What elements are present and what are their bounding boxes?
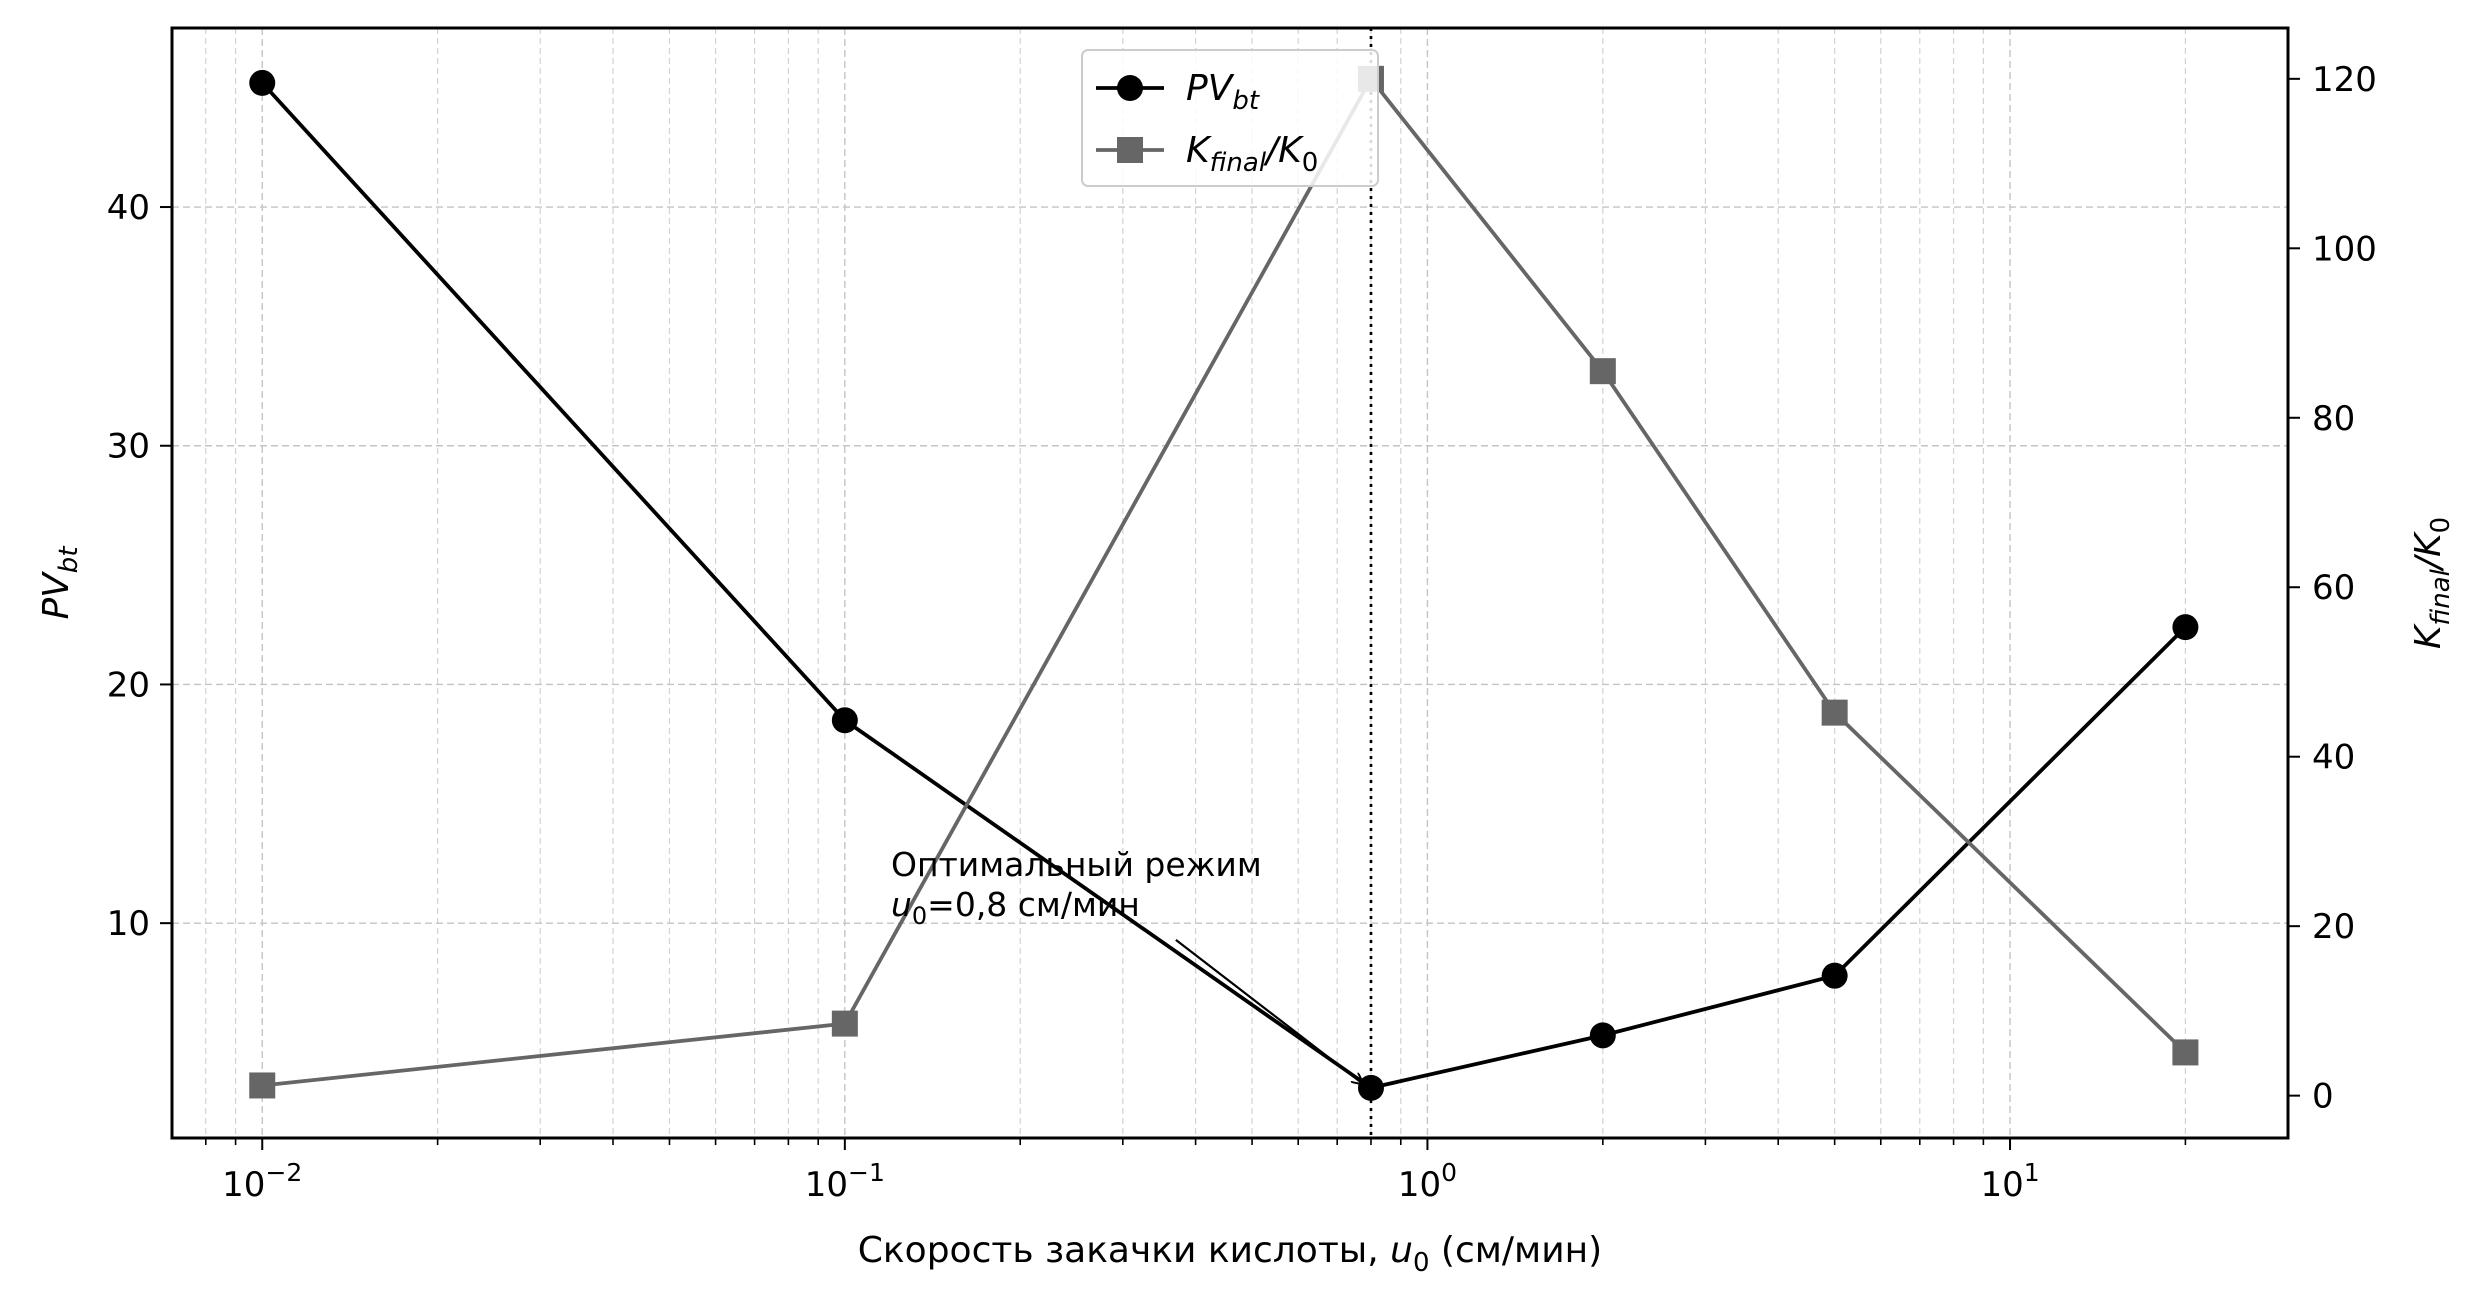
y-right-tick-label: 60 bbox=[2312, 568, 2355, 608]
x-tick-label: 100 bbox=[1398, 1158, 1457, 1205]
series-1-point bbox=[831, 707, 858, 734]
grid-major bbox=[172, 28, 2288, 1138]
y-left-tick-label: 20 bbox=[107, 665, 150, 705]
y-left-tick-label: 40 bbox=[107, 188, 150, 228]
annotation-arrow bbox=[1175, 938, 1363, 1084]
plot-frame bbox=[170, 26, 2290, 1140]
legend-2-label: Kfinal/K0 bbox=[1186, 130, 1318, 178]
legend-2-marker bbox=[1117, 137, 1143, 163]
x-tick-label: 10−1 bbox=[805, 1158, 885, 1205]
series-2-point bbox=[2172, 1039, 2199, 1066]
ticks-layer: 10−2 10−1 100 101 10 20 30 40 0 20 40 60 80 100 120 bbox=[107, 60, 2377, 1205]
y-left-tick-label: 10 bbox=[107, 904, 150, 944]
y-right-tick-label: 40 bbox=[2312, 738, 2355, 778]
grid-minor bbox=[205, 28, 2187, 1138]
series-2-point bbox=[1589, 358, 1616, 385]
y-right-tick-label: 0 bbox=[2312, 1077, 2334, 1117]
series-2-point bbox=[249, 1072, 276, 1099]
x-tick-label: 10−2 bbox=[222, 1158, 302, 1205]
series-1-line bbox=[260, 81, 2187, 1090]
y-right-tick-label: 80 bbox=[2312, 399, 2355, 439]
legend-box bbox=[1081, 49, 1379, 187]
y-right-tick-label: 120 bbox=[2312, 60, 2377, 100]
annotation-line-2: u0=0,8 см/мин bbox=[891, 885, 1140, 930]
y-right-axis-title: Kfinal/K0 bbox=[2408, 517, 2456, 649]
x-axis-title: Скорость закачки кислоты, u0 (см/мин) bbox=[858, 1230, 1602, 1278]
y-right-tick-label: 100 bbox=[2312, 229, 2377, 269]
annotation-line-1: Оптимальный режим bbox=[891, 845, 1262, 884]
series-1-point bbox=[1821, 962, 1848, 989]
series-2-point bbox=[831, 1010, 858, 1037]
y-right-tick-label: 20 bbox=[2312, 907, 2355, 947]
y-left-axis-title: PVbt bbox=[36, 546, 84, 620]
series-layer bbox=[249, 65, 2199, 1101]
legend-1-label: PVbt bbox=[1186, 68, 1260, 116]
series-2-line bbox=[262, 76, 2187, 1088]
series-1-point bbox=[249, 69, 276, 96]
legend-1-marker bbox=[1117, 75, 1143, 101]
series-1-point bbox=[1357, 1074, 1384, 1101]
x-tick-label: 101 bbox=[1980, 1158, 2039, 1205]
series-2-point bbox=[1821, 699, 1848, 726]
series-1-point bbox=[2172, 614, 2199, 641]
y-left-tick-label: 30 bbox=[107, 427, 150, 467]
legend: PVbt Kfinal/K0 bbox=[1081, 49, 1379, 187]
axis-titles: Скорость закачки кислоты, u0 (см/мин) PVb… bbox=[36, 517, 2456, 1278]
series-1-point bbox=[1589, 1022, 1616, 1049]
